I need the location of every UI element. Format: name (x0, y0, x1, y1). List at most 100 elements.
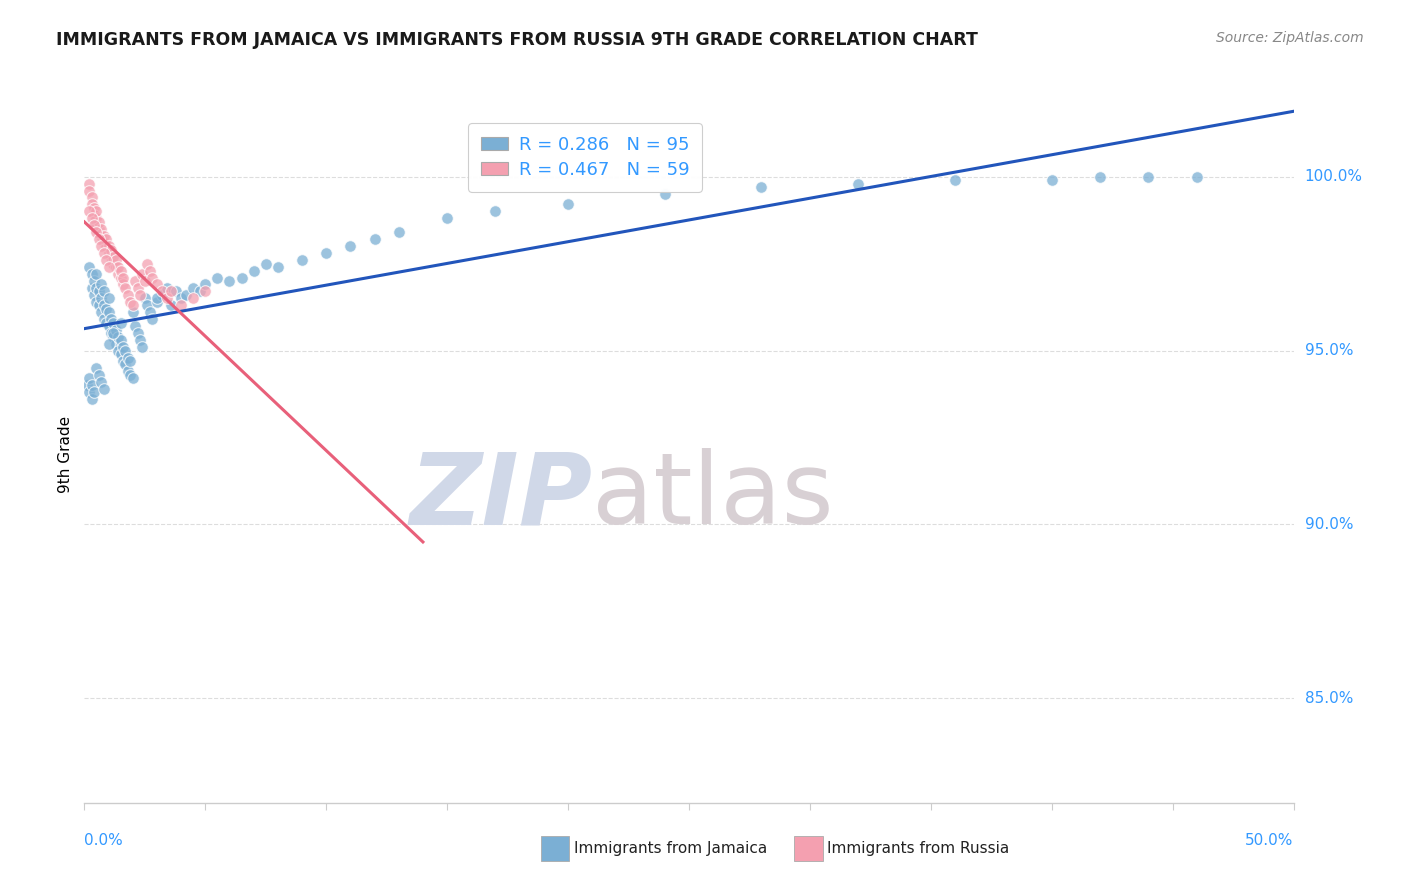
Point (87, 222, 110, 236)
Point (86, 361, 108, 376)
Point (120, 368, 142, 382)
Point (112, 270, 135, 285)
Point (194, 277, 217, 292)
Point (80, 211, 103, 226)
Point (103, 316, 125, 330)
Text: ZIP: ZIP (409, 448, 592, 545)
Point (138, 305, 160, 319)
Point (129, 288, 152, 302)
Point (291, 253, 314, 268)
Point (83, 201, 105, 215)
Point (86, 219, 108, 233)
Point (77, 385, 100, 400)
Text: 90.0%: 90.0% (1305, 517, 1353, 532)
Point (131, 340, 153, 354)
Point (100, 326, 122, 341)
Point (124, 274, 146, 288)
Point (1137, 169, 1160, 184)
Point (97, 292, 120, 306)
Point (83, 274, 105, 288)
Point (136, 298, 159, 312)
Point (94, 316, 117, 330)
Point (97, 260, 120, 274)
Point (846, 177, 869, 191)
Point (114, 281, 136, 295)
Text: Immigrants from Jamaica: Immigrants from Jamaica (574, 841, 766, 855)
Point (131, 267, 153, 281)
Point (120, 294, 142, 309)
Point (160, 285, 183, 299)
Point (160, 298, 183, 312)
Point (194, 285, 217, 299)
Point (117, 351, 139, 365)
Point (110, 263, 132, 277)
Point (436, 211, 458, 226)
Text: 100.0%: 100.0% (1305, 169, 1362, 184)
Point (388, 225, 411, 239)
Point (107, 329, 129, 343)
Point (93, 246, 115, 260)
Point (127, 326, 149, 341)
Point (146, 277, 169, 292)
Point (97, 336, 120, 351)
Point (134, 274, 156, 288)
Point (80, 267, 103, 281)
Point (80, 378, 103, 392)
Point (110, 316, 132, 330)
Point (77, 371, 100, 385)
Point (165, 285, 187, 299)
Point (1040, 173, 1063, 187)
Point (104, 253, 127, 268)
Point (86, 281, 108, 295)
Point (170, 292, 193, 306)
Point (315, 246, 337, 260)
Text: 95.0%: 95.0% (1305, 343, 1353, 358)
Point (190, 285, 212, 299)
Point (231, 270, 253, 285)
Point (87, 368, 110, 382)
Point (339, 239, 361, 253)
Point (129, 333, 152, 347)
Point (97, 246, 120, 260)
Point (83, 288, 105, 302)
Point (80, 392, 103, 407)
Legend: R = 0.286   N = 95, R = 0.467   N = 59: R = 0.286 N = 95, R = 0.467 N = 59 (468, 123, 702, 192)
Point (83, 385, 105, 400)
Point (150, 288, 173, 302)
Point (93, 382, 115, 396)
Point (86, 211, 108, 226)
Point (117, 364, 139, 378)
Point (86, 294, 108, 309)
Point (181, 292, 204, 306)
Point (77, 260, 100, 274)
Point (146, 294, 169, 309)
Point (1088, 169, 1111, 184)
Point (90, 239, 112, 253)
Point (94, 239, 117, 253)
Point (90, 292, 112, 306)
Point (254, 257, 277, 271)
Point (86, 267, 108, 281)
Point (93, 312, 115, 326)
Point (93, 235, 115, 250)
Point (751, 180, 773, 194)
Point (93, 228, 115, 243)
Point (83, 208, 105, 222)
Point (110, 270, 132, 285)
Point (110, 333, 132, 347)
Text: 0.0%: 0.0% (84, 833, 124, 848)
Point (170, 298, 193, 312)
Point (87, 298, 110, 312)
Point (138, 263, 160, 277)
Point (112, 354, 135, 368)
Point (124, 319, 146, 334)
Point (77, 177, 100, 191)
Point (155, 292, 177, 306)
Point (120, 354, 142, 368)
Point (114, 343, 136, 358)
Point (104, 260, 127, 274)
Point (76, 378, 98, 392)
Point (1185, 169, 1208, 184)
Point (484, 204, 506, 219)
Point (80, 281, 103, 295)
